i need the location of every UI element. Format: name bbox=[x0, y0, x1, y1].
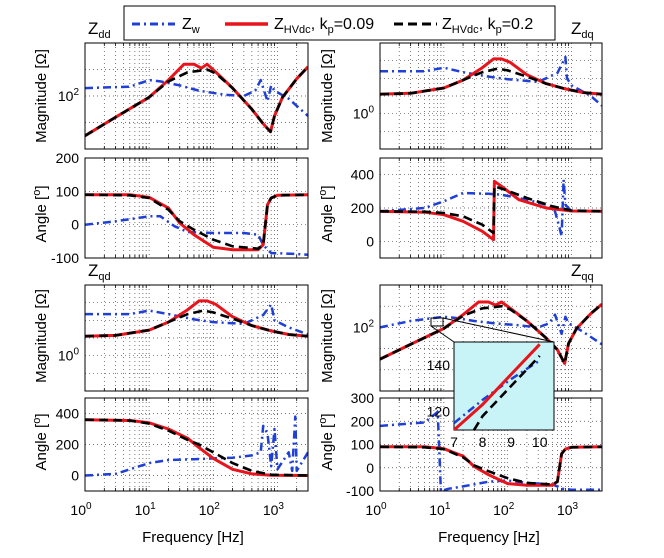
tick-label-y: 200 bbox=[351, 200, 375, 216]
series-line-Z_HVdc_kp0_2 bbox=[85, 418, 308, 477]
tick-label-y: 0 bbox=[366, 233, 374, 249]
series-line-Z_HVdc_kp0_2 bbox=[380, 185, 602, 235]
panel-Zqd-magnitude: 100 bbox=[58, 284, 309, 392]
axes-frame bbox=[379, 157, 603, 259]
series-line-Z_HVdc_kp0_2 bbox=[85, 65, 308, 137]
axes-frame bbox=[379, 42, 603, 150]
tick-label-y: 200 bbox=[56, 437, 80, 453]
ylabel-angle-bl: Angle [o] bbox=[31, 414, 50, 471]
inset-tick-label-y: 120 bbox=[427, 403, 451, 419]
series-line-Z_HVdc_kp0_2 bbox=[85, 309, 308, 338]
tick-label-y: 100 bbox=[58, 347, 80, 364]
series-line-Z_w bbox=[85, 215, 308, 256]
axes-frame bbox=[84, 42, 309, 150]
legend-hvdc-009: ZHVdc, kp=0.09 bbox=[274, 16, 374, 36]
ylabel-magnitude-tr: Magnitude [Ω] bbox=[319, 49, 336, 143]
tick-label-y: 100 bbox=[56, 183, 80, 199]
inset-tick-label-x: 10 bbox=[532, 434, 548, 450]
label-zdq: Zdq bbox=[571, 19, 594, 41]
series-line-Z_HVdc_kp0_2 bbox=[380, 445, 602, 486]
series-line-Z_HVdc_kp0_2 bbox=[380, 67, 602, 96]
tick-label-y: 200 bbox=[56, 150, 80, 166]
legend: Zw ZHVdc, kp=0.09 ZHVdc, kp=0.2 bbox=[123, 5, 556, 41]
tick-label-y: 400 bbox=[351, 167, 375, 183]
tick-label-x: 102 bbox=[493, 501, 515, 518]
panel-Zqd-angle: 0 200 400 100 101 102 103 bbox=[56, 397, 309, 518]
tick-label-x: 103 bbox=[557, 501, 579, 518]
inset-series-Z_HVdc_kp0_09 bbox=[454, 343, 541, 430]
legend-zw: Zw bbox=[182, 16, 200, 36]
label-zdd: Zdd bbox=[88, 19, 111, 41]
panel-Zdq-angle: 0 200 400 bbox=[351, 157, 603, 259]
tick-label-y: 400 bbox=[56, 406, 80, 422]
panels: 102100-100010020002004001001020200400100… bbox=[51, 42, 603, 518]
panel-Zdd-magnitude: 102 bbox=[58, 42, 309, 150]
tick-label-y: 200 bbox=[351, 413, 375, 429]
series-line-Z_w bbox=[85, 78, 308, 117]
axes-frame bbox=[84, 284, 309, 392]
tick-label-y: -100 bbox=[51, 250, 79, 266]
tick-label-x: 101 bbox=[429, 501, 451, 518]
series-line-Z_w bbox=[85, 303, 308, 336]
tick-label-y: 300 bbox=[351, 390, 375, 406]
ylabel-magnitude-tl: Magnitude [Ω] bbox=[33, 49, 50, 143]
inset-tick-label-x: 8 bbox=[479, 434, 487, 450]
inset-series-Z_HVdc_kp0_2 bbox=[472, 355, 541, 430]
legend-box bbox=[123, 5, 556, 41]
series-line-Z_w bbox=[85, 415, 308, 477]
tick-label-y: 102 bbox=[58, 87, 80, 104]
inset-tick-label-y: 140 bbox=[427, 357, 451, 373]
tick-label-y: 0 bbox=[71, 468, 79, 484]
series-line-Z_w bbox=[380, 178, 602, 238]
tick-label-y: 102 bbox=[353, 318, 375, 335]
ylabel-magnitude-br: Magnitude [Ω] bbox=[319, 289, 336, 383]
tick-label-y: 100 bbox=[353, 105, 375, 122]
tick-label-x: 100 bbox=[70, 501, 92, 518]
inset-tick-label-x: 7 bbox=[450, 434, 458, 450]
panel-Zdq-magnitude: 100 bbox=[353, 42, 603, 150]
ylabel-angle-tl: Angle [o] bbox=[31, 186, 50, 243]
panel-Zdd-angle: -100 0 100 200 bbox=[51, 150, 309, 266]
ylabel-magnitude-bl: Magnitude [Ω] bbox=[33, 289, 50, 383]
inset-tick-label-x: 9 bbox=[507, 434, 515, 450]
xlabel-right: Frequency [Hz] bbox=[438, 529, 540, 546]
legend-hvdc-02: ZHVdc, kp=0.2 bbox=[442, 16, 533, 36]
plot-area bbox=[85, 158, 308, 258]
tick-label-y: 0 bbox=[366, 460, 374, 476]
tick-label-y: 0 bbox=[71, 217, 79, 233]
label-zqd: Zqd bbox=[88, 261, 111, 283]
tick-label-y: -100 bbox=[346, 483, 374, 499]
tick-label-x: 103 bbox=[263, 501, 285, 518]
inset: 120 140 7 8 9 10 bbox=[427, 317, 555, 450]
label-zqq: Zqq bbox=[571, 261, 594, 283]
tick-label-y: 100 bbox=[351, 437, 375, 453]
zoom-connector bbox=[430, 325, 455, 343]
ylabel-angle-br: Angle [o] bbox=[317, 414, 336, 471]
xlabel-left: Frequency [Hz] bbox=[142, 529, 244, 546]
tick-label-x: 100 bbox=[365, 501, 387, 518]
axes-frame bbox=[84, 397, 309, 492]
zoom-connector bbox=[442, 317, 555, 343]
tick-label-x: 101 bbox=[135, 501, 157, 518]
zoom-box bbox=[430, 317, 444, 327]
series-line-Z_HVdc_kp0_2 bbox=[85, 193, 308, 250]
series-line-Z_w bbox=[380, 410, 602, 491]
ylabel-angle-tr: Angle [o] bbox=[317, 186, 336, 243]
series-line-Z_w bbox=[380, 55, 602, 107]
tick-label-x: 102 bbox=[199, 501, 221, 518]
axes-frame bbox=[84, 157, 309, 259]
